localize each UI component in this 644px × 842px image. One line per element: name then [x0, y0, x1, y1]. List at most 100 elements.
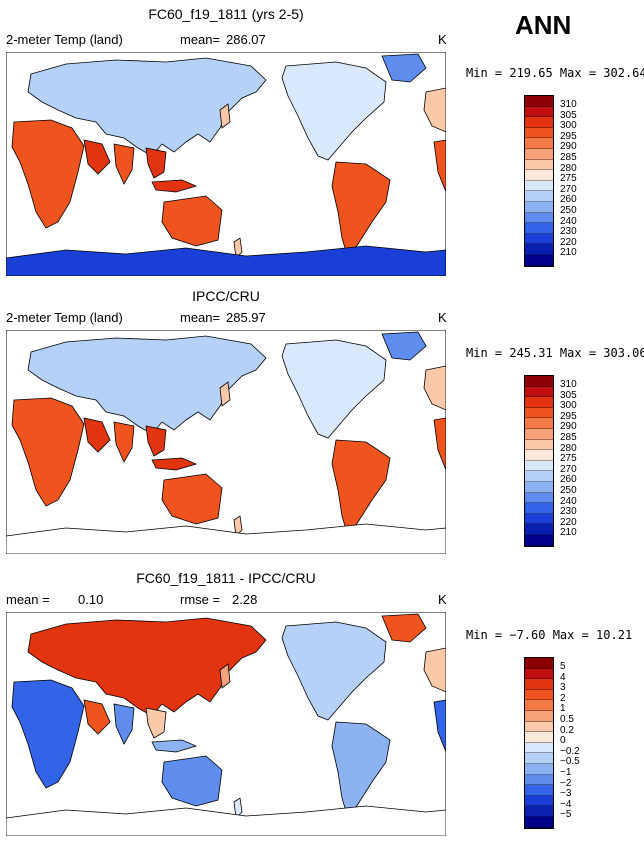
colorbar-swatch: [525, 127, 553, 139]
colorbar-swatch: [525, 106, 553, 118]
landmass-australia: [161, 473, 223, 525]
landmass-australia: [161, 195, 223, 247]
panel-1-title: FC60_f19_1811 (yrs 2-5): [148, 6, 304, 22]
colorbar-tick-label: 2: [560, 692, 566, 704]
landmass-seasia: [145, 147, 167, 179]
landmass-eurasia: [27, 617, 267, 717]
colorbar-swatch: [525, 816, 553, 828]
colorbar-tick-label: 240: [560, 215, 577, 227]
landmass-indo: [151, 179, 198, 193]
colorbar-swatch: [525, 376, 553, 387]
colorbar-swatch: [525, 201, 553, 213]
landmass-antarctica: [6, 245, 446, 276]
landmass-seasia: [145, 425, 167, 457]
colorbar-tick-label: 0: [560, 735, 566, 747]
colorbar-tick-label: 210: [560, 527, 577, 539]
colorbar-swatch: [525, 418, 553, 429]
colorbar-tick-label: 270: [560, 183, 577, 195]
colorbar-swatch: [525, 679, 553, 690]
landmass-africa: [11, 397, 85, 507]
landmass-nz: [233, 797, 243, 819]
colorbar-swatch: [525, 223, 553, 234]
panel-3-rmse-label: rmse =: [180, 592, 221, 607]
colorbar-tick-label: 285: [560, 431, 577, 443]
panel-2-variable: 2-meter Temp (land): [6, 310, 123, 325]
panel-3-colorbar-labels: 5 4 3 2 1 0.5 0.2 0 −0.2 −0.5 −1 −2 −3 −4 −5: [560, 661, 580, 821]
colorbar-tick-label: 1: [560, 703, 566, 715]
colorbar-tick-label: 4: [560, 671, 566, 683]
panel-2-map: [6, 330, 446, 554]
colorbar-swatch: [525, 806, 553, 817]
colorbar-tick-label: 270: [560, 463, 577, 475]
colorbar-tick-label: 290: [560, 421, 577, 433]
colorbar-swatch: [525, 721, 553, 733]
landmass-samerica: [331, 721, 391, 819]
colorbar-swatch: [525, 138, 553, 149]
colorbar-swatch: [525, 492, 553, 504]
colorbar-swatch: [525, 450, 553, 461]
colorbar-tick-label: −1: [560, 766, 572, 778]
panel-3-units: K: [438, 592, 447, 607]
colorbar-tick-label: 250: [560, 204, 577, 216]
colorbar-swatch: [525, 386, 553, 398]
colorbar-tick-label: 5: [560, 661, 566, 672]
colorbar-swatch: [525, 753, 553, 764]
panel-2-land: [6, 331, 446, 554]
colorbar-swatch: [525, 460, 553, 472]
colorbar-swatch: [525, 170, 553, 181]
panel-1-units: K: [438, 32, 447, 47]
colorbar-swatch: [525, 785, 553, 796]
landmass-europe_west: [423, 647, 446, 693]
landmass-antarctica: [6, 523, 446, 554]
colorbar-swatch: [525, 668, 553, 680]
landmass-africa_east: [433, 699, 446, 753]
panel-3-land: [6, 613, 446, 836]
colorbar-swatch: [525, 233, 553, 245]
colorbar-tick-label: −3: [560, 788, 572, 800]
panel-1-map: [6, 52, 446, 276]
colorbar-tick-label: 260: [560, 474, 577, 486]
colorbar-tick-label: 300: [560, 400, 577, 412]
landmass-namerica: [281, 621, 387, 721]
colorbar-swatch: [525, 481, 553, 493]
landmass-greenland: [381, 613, 427, 643]
landmass-seasia: [145, 707, 167, 739]
colorbar-tick-label: −4: [560, 798, 572, 810]
colorbar-swatch: [525, 689, 553, 701]
colorbar-swatch: [525, 774, 553, 786]
landmass-arabia: [83, 699, 111, 735]
landmass-africa: [11, 119, 85, 229]
colorbar-swatch: [525, 513, 553, 525]
landmass-india: [113, 703, 135, 745]
landmass-antarctica: [6, 805, 446, 836]
landmass-namerica: [281, 339, 387, 439]
landmass-nz: [233, 515, 243, 537]
panel-1-range: Min = 219.65 Max = 302.64: [466, 66, 644, 80]
landmass-africa_east: [433, 139, 446, 193]
colorbar-tick-label: 220: [560, 236, 577, 248]
colorbar-swatch: [525, 534, 553, 546]
landmass-japan: [219, 663, 231, 689]
landmass-namerica: [281, 61, 387, 161]
landmass-india: [113, 143, 135, 185]
colorbar-tick-label: 300: [560, 120, 577, 132]
colorbar-swatch: [525, 763, 553, 775]
panel-2-title: IPCC/CRU: [192, 288, 260, 304]
colorbar-swatch: [525, 428, 553, 440]
colorbar-swatch: [525, 117, 553, 128]
colorbar-swatch: [525, 148, 553, 160]
colorbar-swatch: [525, 700, 553, 711]
panel-3-map: [6, 612, 446, 836]
panel-1-mean-value: 286.07: [226, 32, 266, 47]
panel-3-rmse-value: 2.28: [232, 592, 258, 607]
colorbar-swatch: [525, 471, 553, 482]
colorbar-tick-label: 295: [560, 130, 577, 142]
panel-3-title: FC60_f19_1811 - IPCC/CRU: [136, 570, 316, 586]
panel-2-range: Min = 245.31 Max = 303.06: [466, 346, 644, 360]
landmass-japan: [219, 103, 231, 129]
colorbar-tick-label: 240: [560, 495, 577, 507]
colorbar-swatch: [525, 191, 553, 202]
landmass-australia: [161, 755, 223, 807]
colorbar-swatch: [525, 96, 553, 107]
landmass-europe_west: [423, 87, 446, 133]
